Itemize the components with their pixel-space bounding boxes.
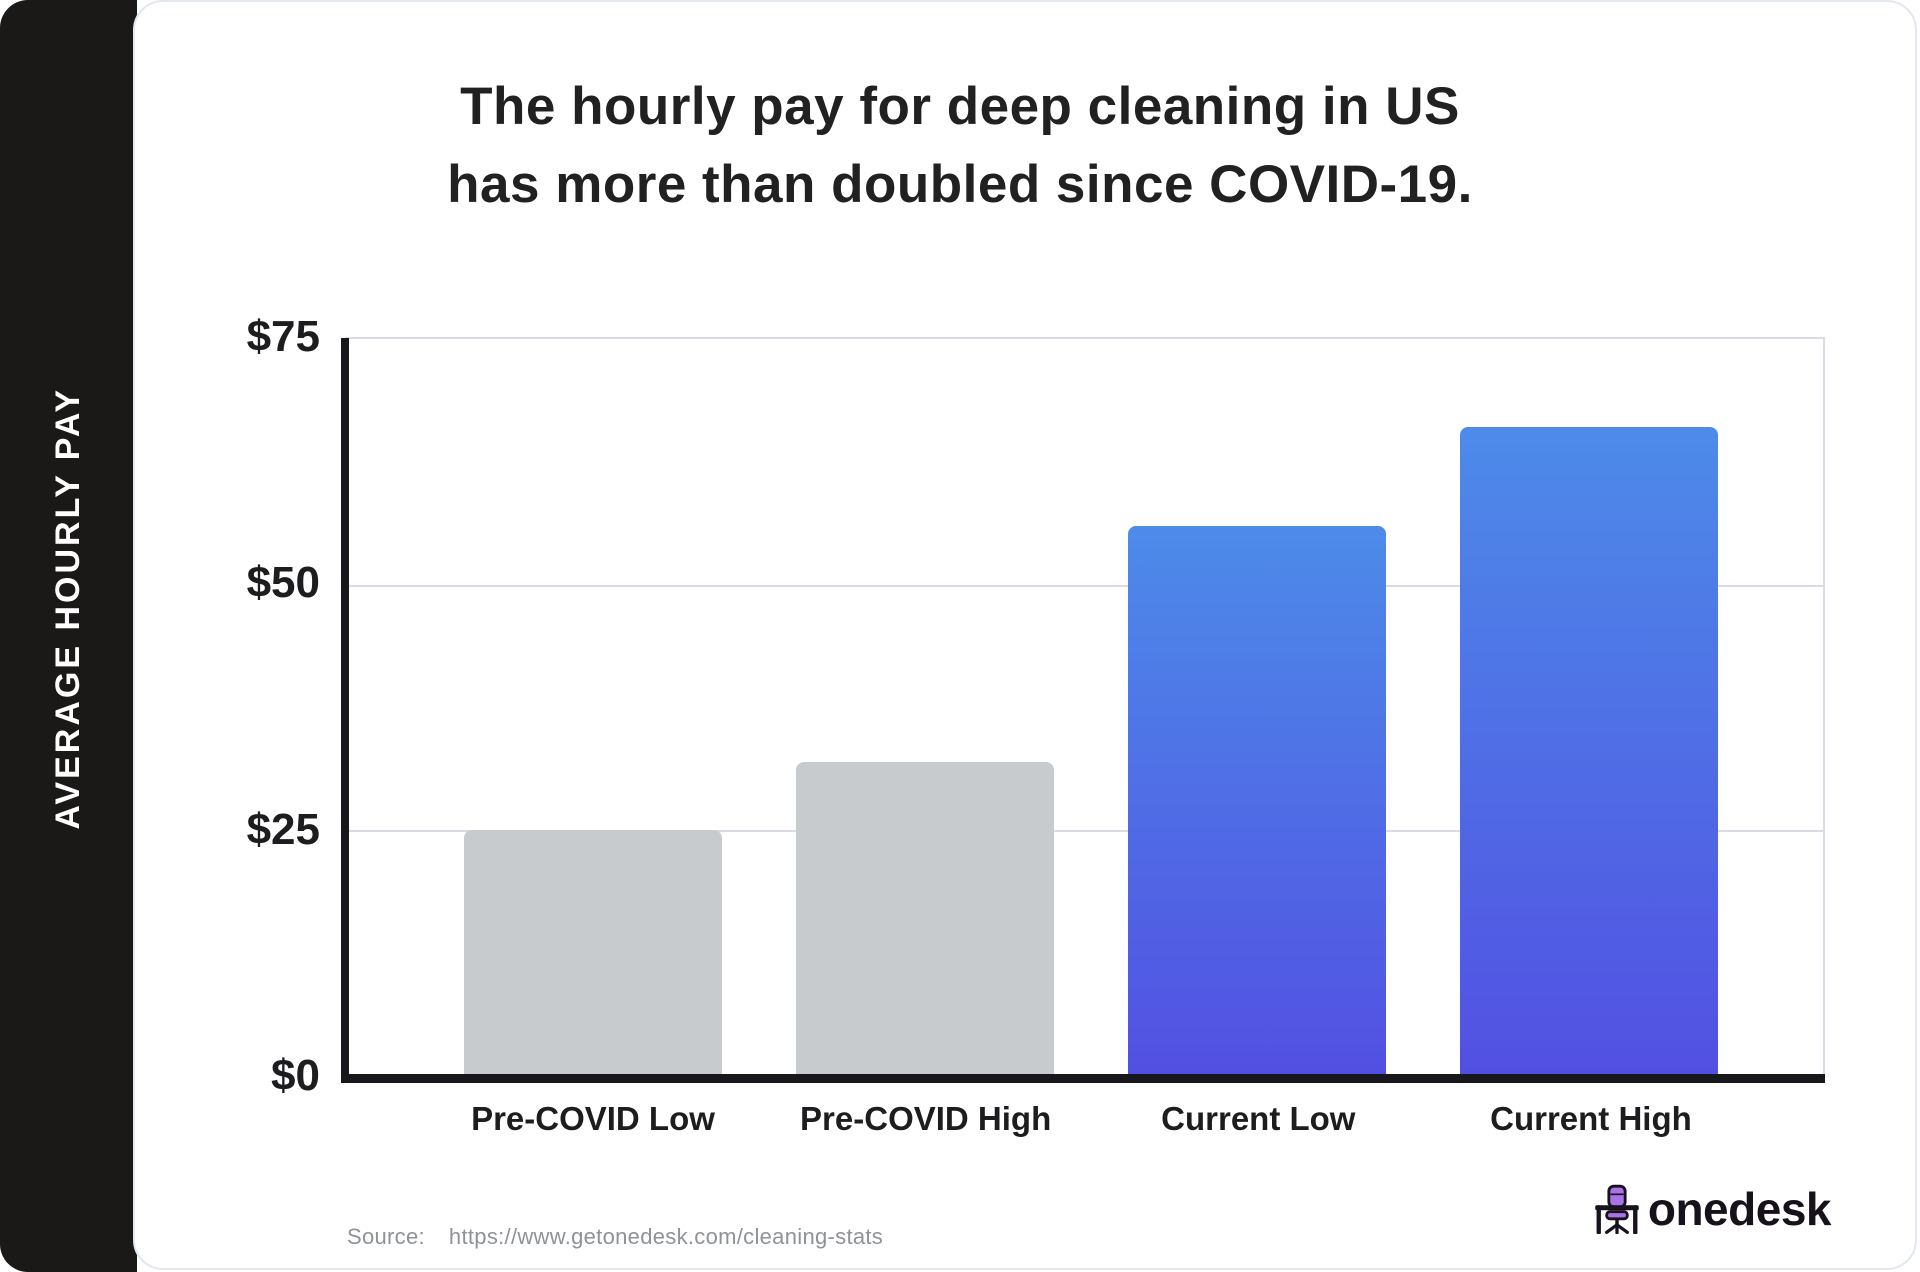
source-line: Source: https://www.getonedesk.com/clean…: [347, 1224, 883, 1250]
chart-title-line1: The hourly pay for deep cleaning in US: [460, 77, 1460, 136]
x-tick-label: Current High: [1490, 1100, 1692, 1137]
bars-group: [345, 339, 1823, 1076]
brand-logo: onedesk: [1595, 1183, 1832, 1235]
bar-current-low: [1128, 525, 1386, 1076]
desk-chair-icon: [1595, 1184, 1639, 1235]
y-axis-title: AVERAGE HOURLY PAY: [49, 387, 87, 830]
y-tick-label: $0: [271, 1051, 320, 1100]
plot-area: [341, 337, 1825, 1083]
left-rail: AVERAGE HOURLY PAY: [0, 0, 137, 1272]
brand-name: onedesk: [1647, 1183, 1832, 1235]
x-tick-label: Pre-COVID High: [800, 1100, 1052, 1137]
source-label: Source:: [347, 1224, 425, 1249]
gridline-50: [345, 584, 1823, 587]
x-tick-label: Current Low: [1161, 1100, 1356, 1137]
x-axis-tick-labels: Pre-COVID Low Pre-COVID High Current Low Cu…: [345, 1100, 1825, 1138]
source-url[interactable]: https://www.getonedesk.com/cleaning-stat…: [448, 1224, 884, 1249]
chart-card: The hourly pay for deep cleaning in US h…: [133, 0, 1917, 1270]
y-tick-label: $50: [246, 558, 320, 608]
bar-pre-covid-high: [796, 761, 1054, 1076]
bar-current-high: [1460, 427, 1718, 1076]
chart-title: The hourly pay for deep cleaning in US h…: [135, 68, 1785, 224]
y-tick-label: $25: [246, 804, 320, 854]
x-axis-line: [341, 1074, 1825, 1083]
bar-pre-covid-low: [464, 830, 722, 1076]
y-axis-tick-labels: $75 $50 $25 $0: [135, 312, 320, 1100]
x-tick-label: Pre-COVID Low: [471, 1100, 715, 1137]
y-axis-line: [341, 338, 349, 1083]
y-tick-label: $75: [246, 312, 320, 361]
gridline-25: [345, 830, 1823, 833]
chart-title-line2: has more than doubled since COVID-19.: [447, 155, 1473, 214]
